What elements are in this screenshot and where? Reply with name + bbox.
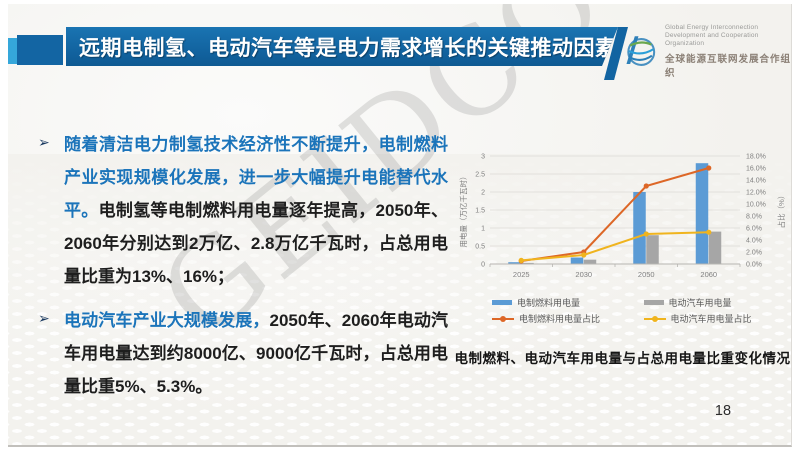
- chart-block: 0 0.5 1 1.5 2 2.5 3 0.0% 2.0% 4.0% 6.0% 8.0% 10.0% 12…: [450, 145, 792, 367]
- bullet-arrow-icon: ➢: [38, 310, 50, 326]
- svg-text:1: 1: [481, 226, 485, 233]
- organization-name: Global Energy Interconnection Developmen…: [665, 24, 791, 79]
- legend-bar-swatch: [492, 300, 512, 305]
- svg-text:2030: 2030: [575, 270, 592, 279]
- diamond-pattern-background: [8, 154, 791, 445]
- bullet-item-1: ➢ 随着清洁电力制氢技术经济性不断提升，电制燃料产业实现规模化发展，进一步大幅提…: [38, 128, 448, 293]
- org-name-en-line1: Global Energy Interconnection: [664, 24, 759, 31]
- legend-item: 电制燃料用电量占比: [492, 312, 640, 325]
- legend-item: 电动汽车用电量占比: [643, 312, 792, 325]
- svg-text:14.0%: 14.0%: [746, 178, 766, 185]
- legend-item: 电动汽车用电量: [643, 296, 792, 309]
- svg-text:6.0%: 6.0%: [746, 226, 762, 233]
- svg-text:2025: 2025: [513, 270, 530, 279]
- svg-text:18.0%: 18.0%: [746, 154, 766, 161]
- svg-text:10.0%: 10.0%: [746, 202, 766, 209]
- chart-caption: 电制燃料、电动汽车用电量与占总用电量比重变化情况: [454, 351, 791, 366]
- svg-text:2: 2: [481, 190, 485, 197]
- slide: GEIDCO 远期电制氢、电动汽车等是电力需求增长的关键推动因素 Global …: [8, 4, 792, 447]
- globe-icon: [626, 35, 656, 66]
- svg-text:16.0%: 16.0%: [746, 166, 766, 173]
- legend-label: 电制燃料用电量: [517, 298, 581, 308]
- bullet-2-highlight: 电动汽车产业大规模发展，: [64, 311, 270, 330]
- svg-text:4.0%: 4.0%: [746, 238, 762, 245]
- svg-text:0.5: 0.5: [475, 244, 485, 251]
- org-name-en-line2: Development and Cooperation Organization: [664, 32, 759, 47]
- page-title: 远期电制氢、电动汽车等是电力需求增长的关键推动因素: [79, 36, 617, 60]
- bullet-1-highlight: 随着清洁电力制氢技术经济性不断提升，电制燃料产业实现规模化发展，进一步大幅提升电…: [64, 135, 448, 220]
- legend-line-swatch: [643, 315, 666, 322]
- svg-text:3: 3: [481, 154, 485, 161]
- svg-text:12.0%: 12.0%: [746, 190, 766, 197]
- bullet-item-2: ➢ 电动汽车产业大规模发展，2050年、2060年电动汽车用电量达到约8000亿…: [38, 304, 448, 403]
- legend-label: 电制燃料用电量占比: [519, 314, 601, 324]
- svg-text:占比（%）: 占比（%）: [776, 192, 786, 229]
- bullet-text-2: 电动汽车产业大规模发展，2050年、2060年电动汽车用电量达到约8000亿、9…: [64, 304, 448, 403]
- legend-label: 电动汽车用电量: [668, 298, 732, 308]
- chart-svg: 0 0.5 1 1.5 2 2.5 3 0.0% 2.0% 4.0% 6.0% 8.0% 10.0% 12…: [458, 154, 786, 280]
- svg-text:2.0%: 2.0%: [746, 250, 762, 257]
- legend-item: 电制燃料用电量: [492, 296, 640, 309]
- legend-label: 电动汽车用电量占比: [670, 314, 752, 324]
- legend-line-swatch: [492, 315, 514, 322]
- svg-text:2060: 2060: [700, 270, 717, 279]
- title-banner: 远期电制氢、电动汽车等是电力需求增长的关键推动因素: [66, 27, 618, 66]
- page-number: 18: [714, 403, 732, 419]
- bullet-2-body: 2050年、2060年电动汽车用电量达到约8000亿、9000亿千瓦时，占总用电…: [64, 311, 449, 396]
- svg-text:1.5: 1.5: [475, 208, 485, 215]
- svg-text:0.0%: 0.0%: [746, 262, 762, 269]
- svg-text:2.5: 2.5: [475, 172, 485, 179]
- svg-text:2050: 2050: [638, 270, 655, 279]
- svg-text:8.0%: 8.0%: [746, 214, 762, 221]
- bullet-text-1: 随着清洁电力制氢技术经济性不断提升，电制燃料产业实现规模化发展，进一步大幅提升电…: [64, 128, 448, 293]
- bullet-list: ➢ 随着清洁电力制氢技术经济性不断提升，电制燃料产业实现规模化发展，进一步大幅提…: [38, 128, 448, 414]
- bullet-1-body: 电制氢等电制燃料用电量逐年提高，2050年、2060年分别达到2万亿、2.8万亿…: [64, 201, 448, 286]
- header-accent-dark-rect: [17, 35, 63, 65]
- organization-logo: Global Energy Interconnection Developmen…: [620, 24, 791, 79]
- bullet-arrow-icon: ➢: [38, 134, 50, 150]
- svg-text:0: 0: [481, 262, 485, 269]
- chart-legend: 电制燃料用电量 电动汽车用电量电制燃料用电量占比 电动汽车用电量占比: [450, 292, 792, 325]
- org-name-zh: 全球能源互联网发展合作组织: [664, 54, 791, 79]
- svg-text:用电量（万亿千瓦时）: 用电量（万亿千瓦时）: [458, 173, 468, 248]
- legend-bar-swatch: [643, 300, 664, 305]
- header-accent-light-square: [8, 38, 19, 64]
